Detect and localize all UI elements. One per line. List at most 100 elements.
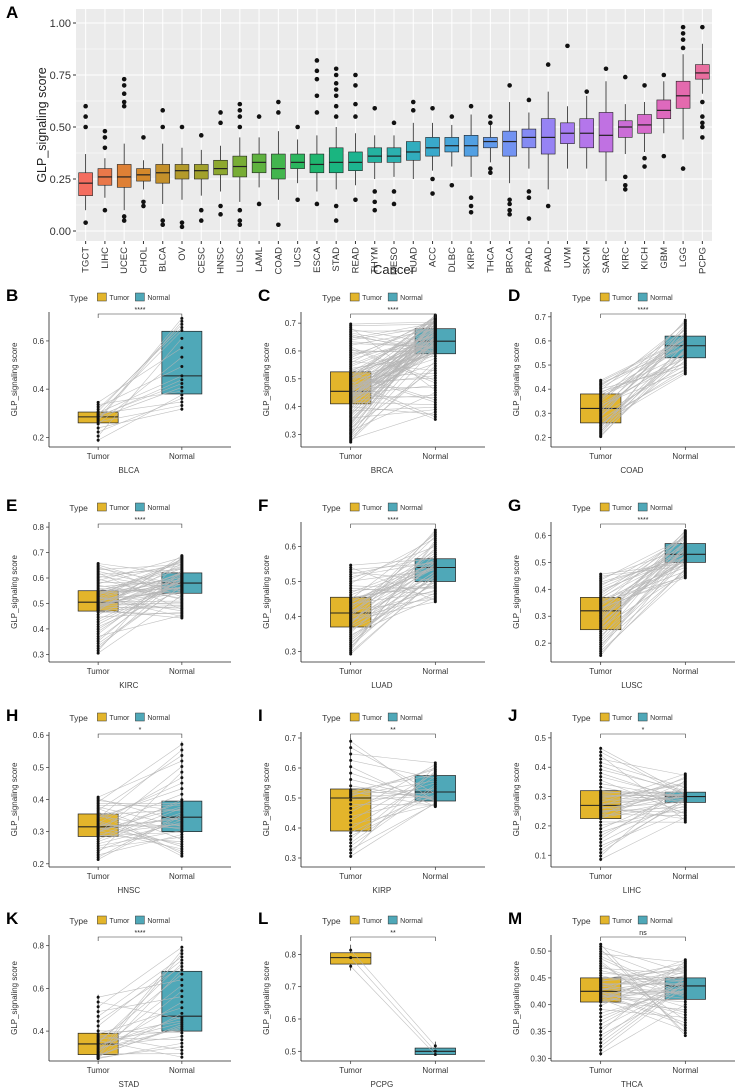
x-tick-label: LAML xyxy=(254,247,265,272)
box xyxy=(309,153,325,174)
normal-point xyxy=(180,787,184,791)
legend-label-tumor: Tumor xyxy=(109,715,130,722)
y-tick-label: 0.4 xyxy=(285,403,297,412)
pair-line xyxy=(98,572,182,610)
pair-line xyxy=(97,755,183,811)
y-tick-label: 0.4 xyxy=(535,763,547,772)
outlier-point xyxy=(488,166,493,171)
pair-line xyxy=(600,366,686,390)
tumor-point xyxy=(349,784,353,788)
pair-line xyxy=(350,570,436,632)
tumor-point xyxy=(349,841,353,845)
normal-point xyxy=(683,971,687,975)
pair-line xyxy=(98,1037,182,1041)
box-ucs xyxy=(290,124,305,203)
y-axis-title: GLP_signaling score xyxy=(10,961,19,1035)
pair-line xyxy=(600,758,686,776)
outlier-point xyxy=(314,201,320,207)
outlier-point xyxy=(507,212,512,217)
pair-line xyxy=(350,342,436,417)
box-pcpg xyxy=(695,24,710,140)
pair-line xyxy=(350,332,436,350)
outlier-point xyxy=(526,216,532,221)
pair-line xyxy=(350,384,436,420)
significance-label: ns xyxy=(639,930,647,937)
normal-point xyxy=(180,393,184,397)
outlier-point xyxy=(333,93,339,99)
y-tick-label: 0.8 xyxy=(33,942,45,951)
normal-point xyxy=(683,786,687,790)
pair-line xyxy=(600,559,686,618)
box-lihc xyxy=(97,128,113,213)
pair-line xyxy=(98,589,182,601)
pair-line xyxy=(350,595,436,620)
normal-point xyxy=(433,366,437,370)
pair-line xyxy=(350,406,436,415)
pair-line xyxy=(98,570,182,592)
pair-line xyxy=(350,374,436,403)
significance-bracket xyxy=(97,313,183,318)
legend-swatch-normal xyxy=(387,502,398,512)
tumor-point xyxy=(349,854,353,858)
normal-point xyxy=(433,320,437,324)
outlier-point xyxy=(160,108,166,113)
box xyxy=(618,120,633,138)
tumor-point xyxy=(599,782,603,786)
significance-label: **** xyxy=(638,517,649,524)
tumor-point xyxy=(349,575,353,579)
pair-line xyxy=(350,411,436,440)
pair-line xyxy=(98,577,182,591)
normal-point xyxy=(433,557,437,561)
tumor-point xyxy=(599,634,603,638)
tumor-point xyxy=(349,581,353,585)
pair-line xyxy=(350,767,436,797)
pair-line xyxy=(350,802,436,857)
pair-line xyxy=(97,744,183,803)
pair-line xyxy=(600,335,686,408)
pair-line xyxy=(98,808,182,840)
x-axis-title: Cancer xyxy=(373,262,416,277)
legend-title: Type xyxy=(322,916,341,926)
normal-point xyxy=(683,542,687,546)
pair-line xyxy=(350,347,436,437)
tumor-point xyxy=(599,651,603,655)
outlier-point xyxy=(488,114,493,119)
normal-point xyxy=(180,819,184,823)
tumor-point xyxy=(96,651,100,655)
outlier-point xyxy=(603,66,609,72)
pair-line xyxy=(600,769,686,791)
pair-line xyxy=(98,788,182,818)
normal-point xyxy=(433,544,437,548)
normal-point xyxy=(433,391,437,395)
pair-line xyxy=(98,799,182,838)
outlier-point xyxy=(121,83,127,88)
x-tick-label: Tumor xyxy=(589,1066,612,1075)
pair-line xyxy=(600,550,686,589)
x-tick-label: Tumor xyxy=(589,872,612,881)
pair-line xyxy=(600,577,686,608)
legend-label-normal: Normal xyxy=(400,295,423,302)
pair-line xyxy=(98,562,182,585)
pair-lines xyxy=(600,944,686,1055)
legend-swatch-normal xyxy=(637,915,648,925)
legend-swatch-normal xyxy=(637,712,648,722)
x-tick-label: CESC xyxy=(196,247,207,274)
box xyxy=(386,147,402,163)
pair-line xyxy=(350,327,436,391)
x-tick-label: KIRC xyxy=(620,247,631,270)
pair-line xyxy=(98,813,182,857)
pair-line xyxy=(98,1001,182,1020)
box-blca xyxy=(155,108,170,228)
pair-line xyxy=(600,563,686,575)
pair-line xyxy=(350,355,436,369)
x-tick-label: HNSC xyxy=(216,247,227,274)
pair-line xyxy=(98,1040,182,1058)
legend-label-normal: Normal xyxy=(400,715,423,722)
outlier-point xyxy=(700,24,705,30)
panel-c: C Type Tumor Normal 0.3 0.4 0.5 0.6 0.7 Tumor Norm… xyxy=(258,286,485,475)
tumor-point xyxy=(599,654,603,658)
pair-line xyxy=(350,368,436,429)
outlier-point xyxy=(102,128,108,134)
outlier-point xyxy=(430,191,435,196)
normal-point xyxy=(180,1034,184,1038)
